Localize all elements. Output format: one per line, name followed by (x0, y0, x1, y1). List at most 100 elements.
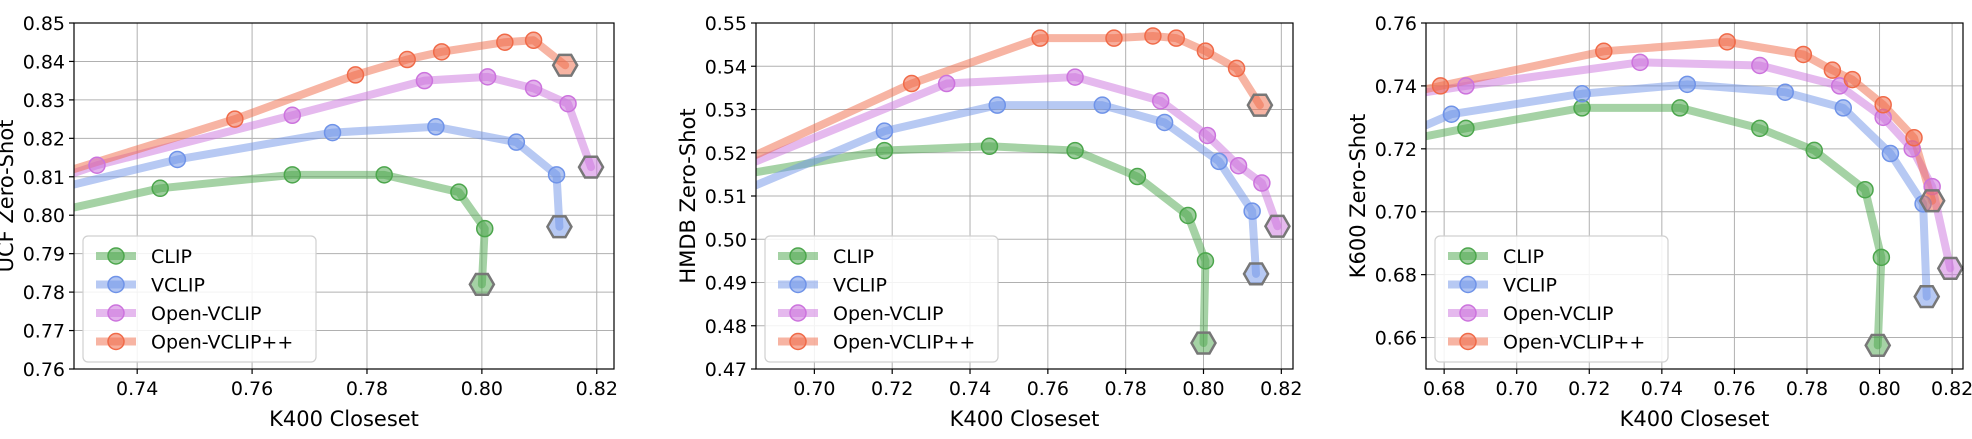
axes-frame (1425, 22, 1964, 370)
y-tick-label: 0.72 (1375, 139, 1417, 161)
legend-swatch-marker (1459, 275, 1477, 294)
axes-frame (73, 22, 615, 370)
series-point-open-vclipplusplus (1905, 129, 1923, 147)
legend-box (764, 235, 999, 363)
legend-label: VCLIP (833, 275, 887, 297)
series-point-open-vclip (1457, 77, 1475, 95)
series-point-open-vclipplusplus (496, 33, 514, 51)
series-point-open-vclip (1151, 92, 1170, 110)
legend-swatch-marker (1459, 247, 1477, 265)
series-point-open-vclip (1751, 56, 1769, 75)
series-point-open-vclipplusplus (1227, 59, 1246, 78)
series-point-vclip (1881, 144, 1900, 163)
legend-swatch-marker (107, 275, 125, 294)
x-tick-label: 0.76 (1713, 378, 1755, 400)
legend-swatch-marker (789, 332, 807, 351)
series-point-open-vclipplusplus (1823, 61, 1842, 79)
series-point-open-vclip (283, 106, 302, 125)
series-endpoint-open-vclip (577, 155, 605, 179)
series-point-clip (1457, 119, 1475, 138)
legend-label: CLIP (151, 246, 192, 268)
series-endpoint-vclip (545, 215, 573, 239)
legend-label: Open-VCLIP++ (833, 332, 975, 354)
series-point-clip (1872, 248, 1891, 267)
series-line-vclip (756, 101, 1261, 278)
legend-label: Open-VCLIP (1503, 303, 1613, 325)
series-point-clip (980, 137, 999, 156)
series-point-clip (1179, 206, 1197, 225)
series-point-open-vclip (937, 74, 956, 93)
legend-box (1434, 235, 1669, 363)
series-point-open-vclipplusplus (226, 110, 244, 128)
series-point-vclip (1678, 75, 1696, 94)
legend-label: Open-VCLIP++ (1503, 332, 1645, 354)
y-axis-label: HMDB Zero-Shot (676, 108, 700, 283)
series-point-vclip (1243, 202, 1261, 220)
legend: CLIP VCLIP Open-VCLIP Open-VCLIP++ (1434, 235, 1669, 363)
series-point-vclip (988, 96, 1007, 114)
x-tick-label: 0.78 (1786, 378, 1828, 400)
chart-panel-1: 0.74 0.76 0.78 0.80 0.82 0.76 0.77 0.78 0.79 0.80… (0, 13, 618, 431)
series-point-open-vclip (415, 71, 434, 90)
series-point-open-vclip (524, 79, 543, 98)
series-point-clip (1751, 119, 1769, 138)
legend-label: CLIP (833, 246, 874, 268)
series-point-clip (283, 166, 302, 184)
x-tick-label: 0.80 (461, 378, 503, 400)
y-tick-label: 0.50 (705, 229, 747, 251)
legend-label: Open-VCLIP (151, 303, 261, 325)
series-point-open-vclipplusplus (1794, 45, 1813, 64)
y-tick-label: 0.84 (23, 51, 65, 73)
series-point-clip (1671, 99, 1689, 117)
x-tick-label: 0.70 (793, 378, 835, 400)
series-point-open-vclipplusplus (1718, 33, 1736, 51)
series-point-clip (375, 166, 393, 184)
legend-swatch-marker (789, 275, 807, 294)
legend-swatch-marker (107, 332, 125, 351)
x-tick-label: 0.74 (949, 378, 991, 400)
series-point-clip (475, 219, 494, 238)
series-line-open-vclipplusplus (1426, 37, 1937, 205)
series-point-vclip (168, 150, 187, 169)
series-point-vclip (1834, 99, 1853, 117)
chart-panel-2: 0.70 0.72 0.74 0.76 0.78 0.80 0.82 0.47 0.48 0.49… (676, 13, 1302, 431)
x-tick-label: 0.76 (1027, 378, 1069, 400)
x-tick-label: 0.76 (231, 378, 273, 400)
y-axis-label: UCF Zero-Shot (0, 120, 18, 273)
series-point-clip (1066, 141, 1084, 160)
y-tick-label: 0.81 (23, 167, 65, 189)
y-axis-label: K600 Zero-Shot (1346, 114, 1370, 279)
series-point-clip (1805, 141, 1823, 160)
y-tick-label: 0.76 (1375, 13, 1417, 35)
y-tick-label: 0.74 (1375, 76, 1417, 98)
x-tick-label: 0.74 (1641, 378, 1683, 400)
legend-label: VCLIP (151, 275, 205, 297)
series-point-clip (151, 179, 169, 198)
series-point-clip (1196, 252, 1215, 270)
series-endpoint-open-vclipplusplus (551, 53, 579, 77)
series-point-clip (1856, 180, 1874, 199)
series-point-vclip (875, 122, 894, 140)
x-tick-label: 0.68 (1423, 378, 1465, 400)
legend-swatch-marker (789, 304, 807, 322)
y-tick-label: 0.55 (705, 13, 747, 35)
series-point-clip (450, 183, 468, 201)
y-tick-label: 0.85 (23, 13, 65, 35)
y-tick-label: 0.54 (705, 56, 747, 78)
y-tick-label: 0.53 (705, 100, 747, 122)
x-axis-label: K400 Closeset (1620, 407, 1770, 431)
y-tick-label: 0.80 (23, 205, 65, 227)
x-tick-label: 0.82 (1260, 378, 1302, 400)
x-tick-label: 0.80 (1182, 378, 1224, 400)
legend-label: CLIP (1503, 246, 1544, 268)
series-point-open-vclip (1253, 174, 1271, 192)
series-point-vclip (323, 123, 342, 142)
y-tick-label: 0.48 (705, 316, 747, 338)
series-point-open-vclipplusplus (1105, 29, 1123, 47)
series-point-open-vclipplusplus (1031, 29, 1049, 47)
legend-box (82, 235, 317, 363)
legend-swatch-marker (1459, 304, 1477, 322)
legend-label: Open-VCLIP++ (151, 332, 293, 354)
series-point-open-vclip (1198, 126, 1217, 145)
series-point-vclip (547, 166, 566, 184)
